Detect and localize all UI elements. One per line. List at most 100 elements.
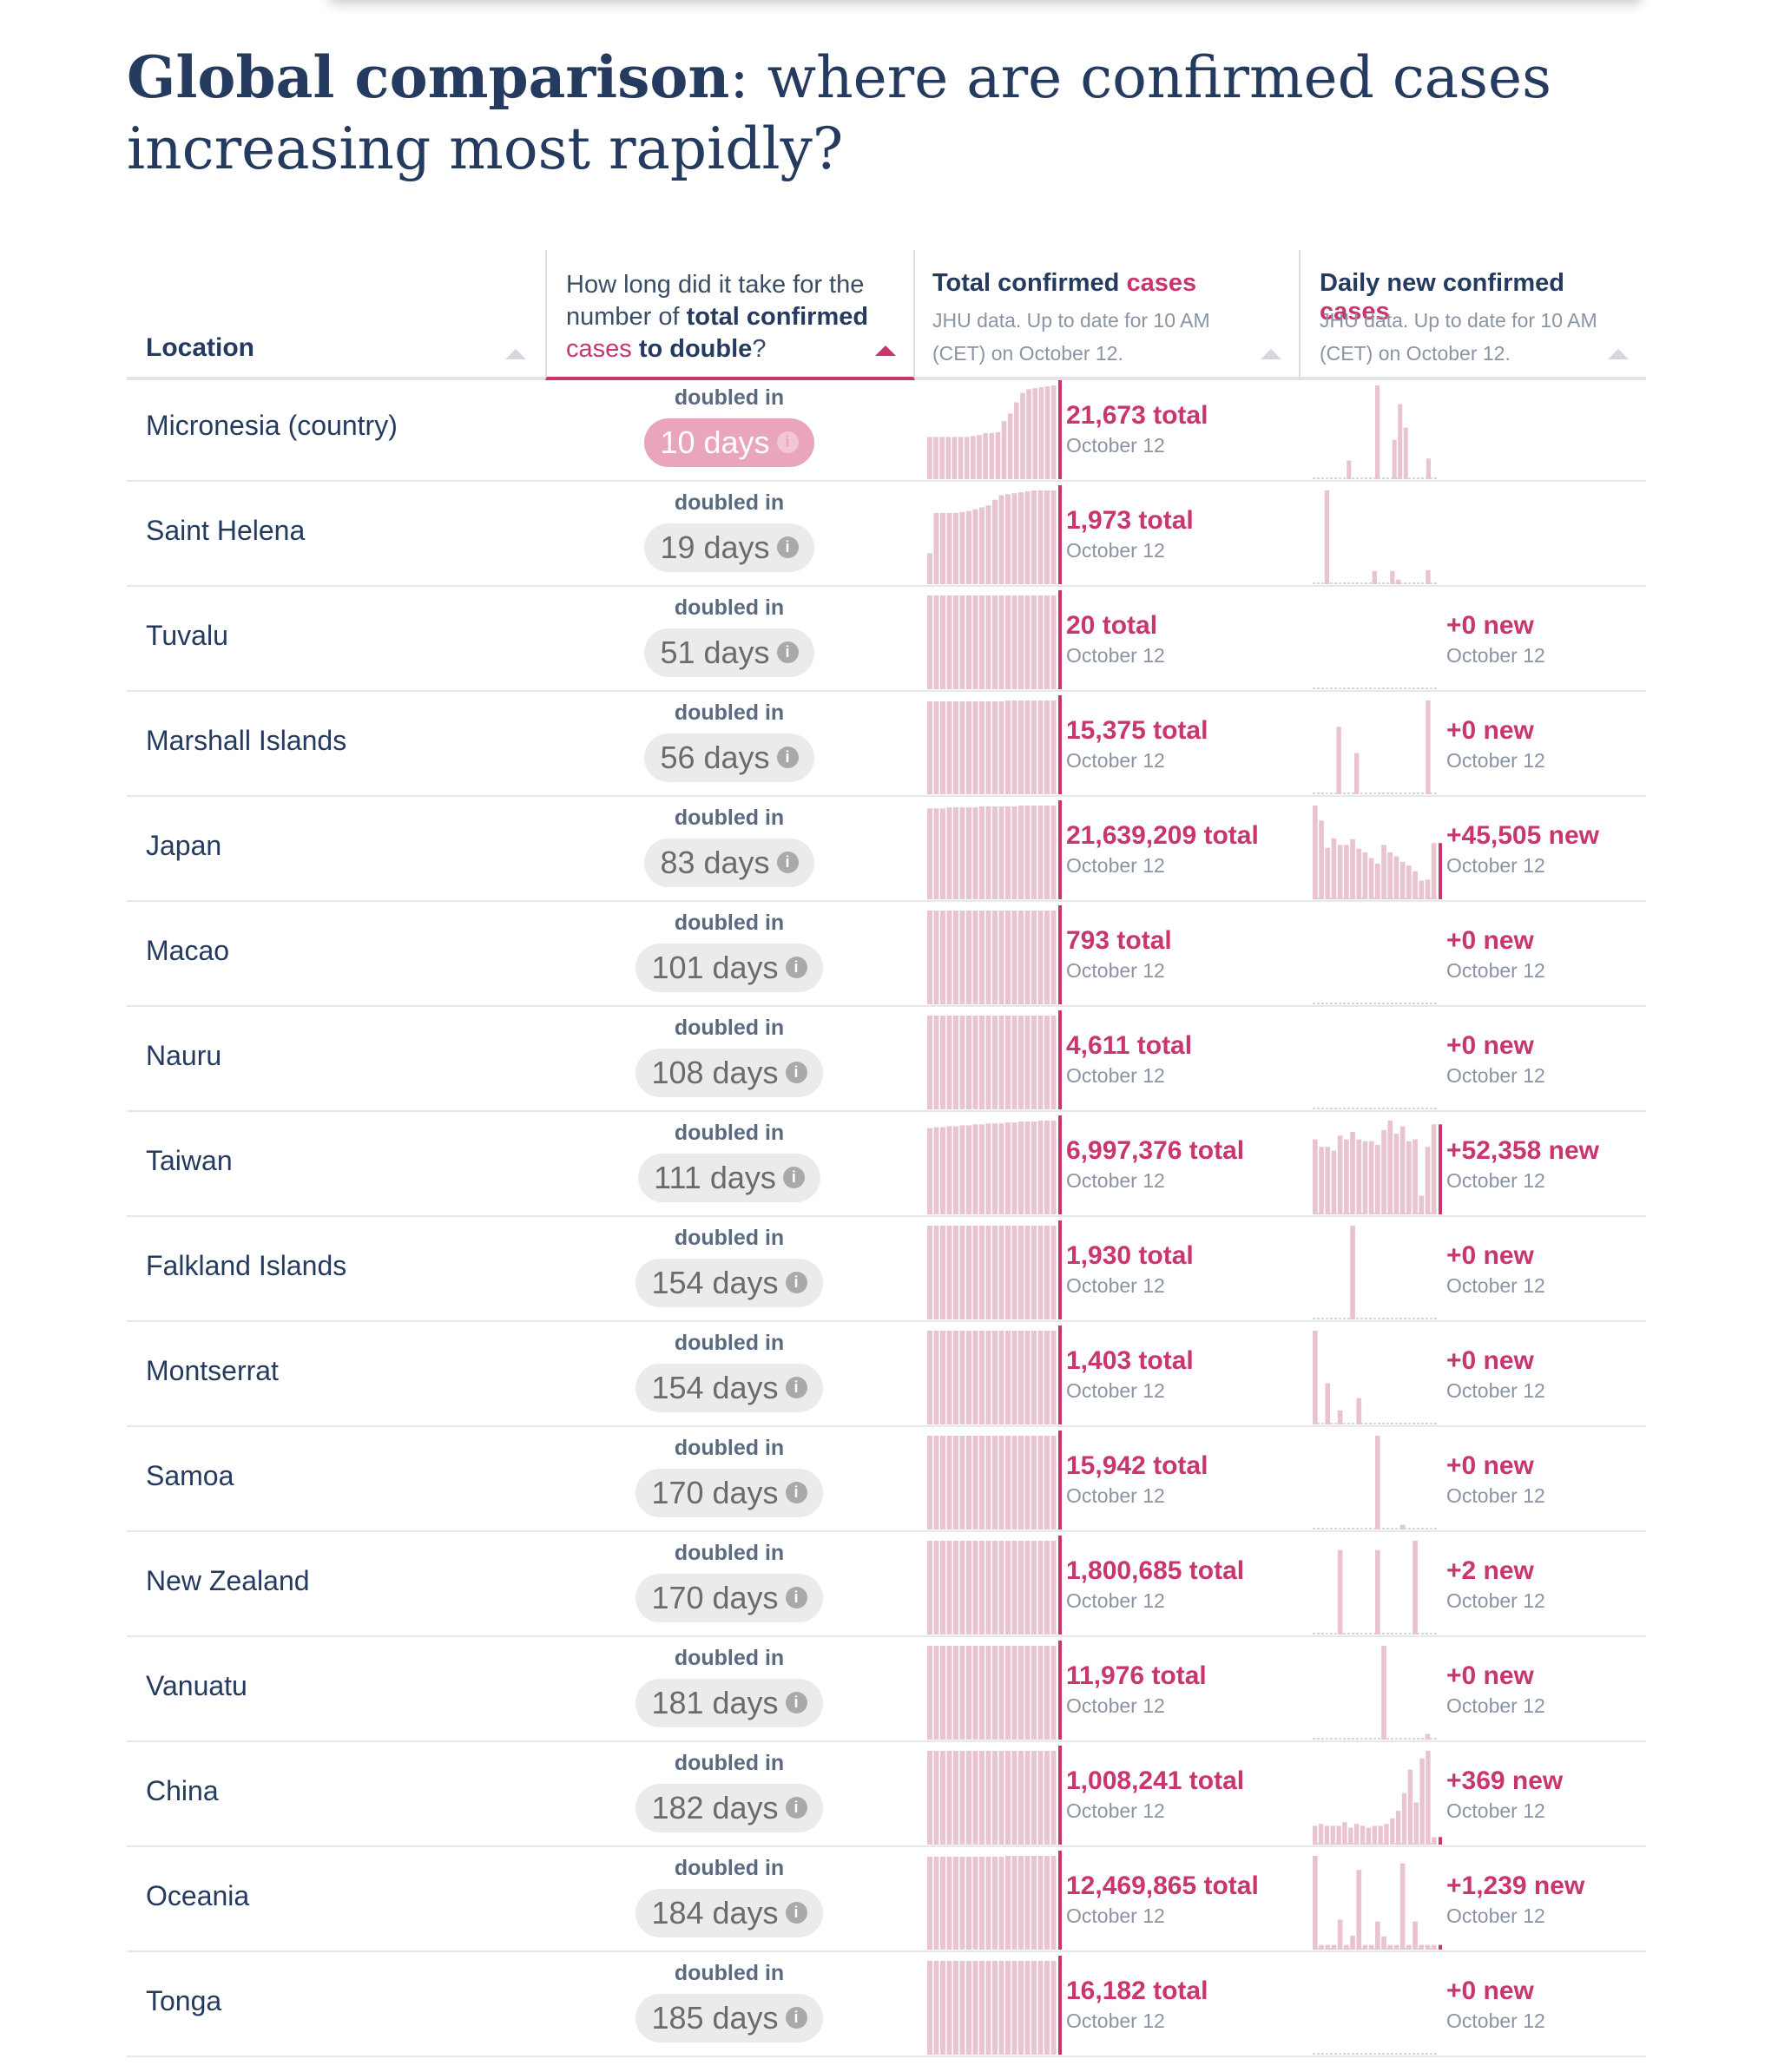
doubled-in-label: doubled in bbox=[674, 1226, 785, 1250]
doubling-days-pill[interactable]: 10 days i bbox=[644, 418, 814, 467]
info-icon[interactable]: i bbox=[776, 851, 799, 873]
location-name[interactable]: Samoa bbox=[146, 1460, 234, 1491]
header-total[interactable]: Total confirmed cases JHU data. Up to da… bbox=[913, 250, 1301, 380]
total-sparkline-bar bbox=[972, 1541, 978, 1635]
doubling-days-pill[interactable]: 154 days i bbox=[635, 1364, 823, 1412]
location-name[interactable]: Saint Helena bbox=[146, 515, 306, 546]
info-icon[interactable]: i bbox=[776, 431, 799, 453]
total-sparkline-bar bbox=[940, 1436, 945, 1529]
table-row[interactable]: Japan doubled in 83 days i 21,639,209 total O… bbox=[127, 797, 1646, 902]
doubling-days-pill[interactable]: 51 days i bbox=[644, 628, 814, 677]
total-sparkline-bar bbox=[985, 1751, 991, 1845]
doubling-days-pill[interactable]: 170 days i bbox=[635, 1574, 823, 1622]
table-row[interactable]: Marshall Islands doubled in 56 days i 15,375… bbox=[127, 692, 1646, 797]
info-icon[interactable]: i bbox=[785, 2006, 807, 2029]
header-location[interactable]: Location bbox=[127, 250, 543, 380]
location-name[interactable]: Taiwan bbox=[146, 1145, 233, 1176]
table-row[interactable]: Oceania doubled in 184 days i 12,469,865 tot… bbox=[127, 1847, 1646, 1952]
info-icon[interactable]: i bbox=[785, 1481, 807, 1503]
info-icon[interactable]: i bbox=[785, 1271, 807, 1293]
header-doubling[interactable]: How long did it take for the number of t… bbox=[545, 250, 915, 380]
info-icon[interactable]: i bbox=[785, 1061, 807, 1083]
sort-arrow-active-icon[interactable] bbox=[875, 345, 896, 356]
info-icon[interactable]: i bbox=[785, 1691, 807, 1714]
info-icon[interactable]: i bbox=[776, 641, 799, 663]
total-sparkline-bar bbox=[1011, 1541, 1017, 1635]
location-name[interactable]: Japan bbox=[146, 830, 222, 861]
sort-arrow-icon[interactable] bbox=[1608, 349, 1629, 359]
total-sparkline-current-marker bbox=[1058, 1010, 1062, 1109]
table-row[interactable]: New Zealand doubled in 170 days i 1,800,685 … bbox=[127, 1532, 1646, 1637]
doubling-days-pill[interactable]: 108 days i bbox=[635, 1049, 823, 1097]
sort-arrow-icon[interactable] bbox=[505, 349, 526, 359]
location-name[interactable]: Tonga bbox=[146, 1985, 222, 2016]
daily-sparkline-bar bbox=[1344, 1944, 1349, 1950]
total-sparkline-bar bbox=[1005, 1751, 1011, 1845]
doubling-days-pill[interactable]: 185 days i bbox=[635, 1994, 823, 2042]
table-row[interactable]: Samoa doubled in 170 days i 15,942 total Octo… bbox=[127, 1427, 1646, 1532]
info-icon[interactable]: i bbox=[785, 1586, 807, 1608]
total-sparkline-bar bbox=[940, 911, 945, 1004]
doubling-days-pill[interactable]: 182 days i bbox=[635, 1784, 823, 1832]
info-icon[interactable]: i bbox=[776, 746, 799, 768]
total-sparkline-bar bbox=[1050, 490, 1057, 584]
doubling-days-pill[interactable]: 154 days i bbox=[635, 1259, 823, 1307]
total-sparkline-bar bbox=[946, 1541, 952, 1635]
info-icon[interactable]: i bbox=[785, 956, 807, 978]
location-name[interactable]: China bbox=[146, 1775, 219, 1806]
doubling-days-pill[interactable]: 56 days i bbox=[644, 733, 814, 782]
total-cases-value: 1,930 total bbox=[1066, 1241, 1194, 1270]
info-icon[interactable]: i bbox=[782, 1166, 805, 1188]
total-sparkline-bar bbox=[966, 1125, 971, 1214]
total-sparkline-bar bbox=[940, 808, 945, 899]
total-sparkline-bar bbox=[933, 1857, 939, 1950]
table-row[interactable]: Falkland Islands doubled in 154 days i 1,930… bbox=[127, 1217, 1646, 1322]
daily-sparkline bbox=[1313, 1331, 1438, 1424]
table-row[interactable]: Tuvalu doubled in 51 days i 20 total October … bbox=[127, 587, 1646, 692]
location-name[interactable]: Vanuatu bbox=[146, 1670, 247, 1701]
sort-arrow-icon[interactable] bbox=[1261, 349, 1281, 359]
doubling-days-pill[interactable]: 184 days i bbox=[635, 1889, 823, 1937]
total-cases-value: 1,973 total bbox=[1066, 506, 1194, 535]
location-name[interactable]: Tuvalu bbox=[146, 620, 228, 651]
location-name[interactable]: Nauru bbox=[146, 1040, 222, 1071]
table-row[interactable]: Macao doubled in 101 days i 793 total October… bbox=[127, 902, 1646, 1007]
total-sparkline-bar bbox=[1031, 1226, 1037, 1319]
total-sparkline-current-marker bbox=[1058, 1641, 1062, 1740]
total-cases-sparkline bbox=[927, 1115, 1063, 1214]
info-icon[interactable]: i bbox=[785, 1376, 807, 1398]
table-row[interactable]: Micronesia (country) doubled in 10 days i 21… bbox=[127, 377, 1646, 482]
total-sparkline-bar bbox=[959, 1016, 965, 1109]
info-icon[interactable]: i bbox=[785, 1901, 807, 1924]
total-cases-sparkline bbox=[927, 800, 1063, 899]
doubling-days-pill[interactable]: 181 days i bbox=[635, 1679, 823, 1727]
doubling-days-pill[interactable]: 111 days i bbox=[638, 1154, 820, 1202]
location-name[interactable]: Marshall Islands bbox=[146, 725, 347, 756]
location-name[interactable]: New Zealand bbox=[146, 1565, 310, 1596]
table-row[interactable]: Nauru doubled in 108 days i 4,611 total Octob… bbox=[127, 1007, 1646, 1112]
table-row[interactable]: Montserrat doubled in 154 days i 1,403 total… bbox=[127, 1322, 1646, 1427]
location-name[interactable]: Falkland Islands bbox=[146, 1250, 347, 1281]
total-sparkline-bar bbox=[946, 1436, 952, 1529]
table-row[interactable]: Taiwan doubled in 111 days i 6,997,376 total… bbox=[127, 1112, 1646, 1217]
header-daily[interactable]: Daily new confirmed cases JHU data. Up t… bbox=[1301, 250, 1646, 380]
location-name[interactable]: Micronesia (country) bbox=[146, 410, 398, 441]
location-name[interactable]: Oceania bbox=[146, 1880, 250, 1911]
total-sparkline-bar bbox=[1024, 701, 1031, 794]
doubling-days-pill[interactable]: 19 days i bbox=[644, 523, 814, 572]
info-icon[interactable]: i bbox=[776, 536, 799, 558]
table-row[interactable]: Vanuatu doubled in 181 days i 11,976 total Oc… bbox=[127, 1637, 1646, 1742]
new-cases-date: October 12 bbox=[1446, 644, 1545, 667]
doubling-days-pill[interactable]: 101 days i bbox=[635, 944, 823, 992]
info-icon[interactable]: i bbox=[785, 1796, 807, 1819]
doubling-days-pill[interactable]: 170 days i bbox=[635, 1469, 823, 1517]
table-row[interactable]: Saint Helena doubled in 19 days i 1,973 tota… bbox=[127, 482, 1646, 587]
table-row[interactable]: China doubled in 182 days i 1,008,241 total O… bbox=[127, 1742, 1646, 1847]
location-name[interactable]: Macao bbox=[146, 935, 230, 966]
daily-sparkline-bar bbox=[1431, 1124, 1437, 1214]
header-total-title-text: Total confirmed bbox=[932, 269, 1120, 297]
doubling-days-pill[interactable]: 83 days i bbox=[644, 839, 814, 887]
table-row[interactable]: Tonga doubled in 185 days i 16,182 total Octo… bbox=[127, 1952, 1646, 2057]
total-sparkline-bar bbox=[933, 1331, 939, 1424]
location-name[interactable]: Montserrat bbox=[146, 1355, 279, 1386]
